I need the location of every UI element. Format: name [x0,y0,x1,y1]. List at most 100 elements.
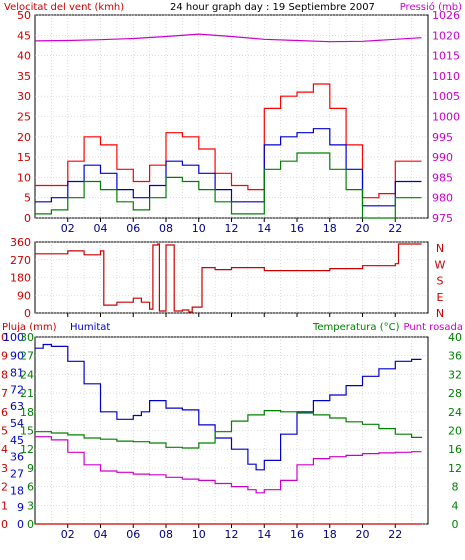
chart-date-header: 24 hour graph day : 19 Septiembre 2007 [170,2,375,13]
humidity-header: Humitat [70,322,110,333]
rain-tick-label: 2 [1,481,8,494]
x-tick-label: 08 [159,528,173,541]
x-tick-label: 18 [323,222,337,235]
humidity-tick-label: 27 [10,468,24,481]
temperature-right-tick-label: 16 [448,443,462,456]
rain-header: Pluja (mm) [2,322,57,333]
y-right-tick-label: 980 [432,192,453,205]
temperature-tick-label: 30 [20,331,34,344]
temperature-right-tick-label: 32 [448,368,462,381]
x-tick-label: 20 [356,222,370,235]
temperature-right-tick-label: 4 [452,499,459,512]
humidity-tick-label: 90 [10,350,24,363]
rain-tick-label: 3 [1,462,8,475]
y-left-tick-label: 10 [17,171,31,184]
x-tick-label: 14 [257,222,271,235]
temperature-right-tick-label: 20 [448,425,462,438]
temperature-tick-label: 9 [27,462,34,475]
y-left-tick-label: 35 [17,70,31,83]
temperature-tick-label: 21 [20,387,34,400]
series-line-punt-rosada [35,436,422,494]
humidity-tick-label: 72 [10,383,24,396]
direction-tick-label: 90 [17,289,31,302]
x-tick-label: 04 [94,528,108,541]
x-tick-label: 16 [290,222,304,235]
temperature-right-tick-label: 40 [448,331,462,344]
series-line-humitat [35,343,422,471]
temperature-right-tick-label: 8 [452,481,459,494]
rain-tick-label: 6 [1,406,8,419]
series-line-vent-m-nim [35,152,422,219]
compass-label: W [435,258,446,271]
wind-pressure-panel: 0510152025303540455097598098599099510001… [17,9,460,235]
rain-tick-label: 0 [1,518,8,531]
temperature-tick-label: 6 [27,481,34,494]
compass-label: S [437,275,444,288]
dew-point-header: Punt rosada [404,322,463,333]
humidity-tick-label: 100 [3,331,24,344]
temperature-tick-label: 12 [20,443,34,456]
x-tick-label: 06 [126,222,140,235]
direction-tick-label: 0 [24,307,31,320]
rain-tick-label: 4 [1,443,8,456]
compass-label: N [436,307,444,320]
x-tick-label: 02 [61,528,75,541]
temperature-right-tick-label: 12 [448,462,462,475]
temperature-header: Temperatura (°C) [312,322,400,333]
direction-tick-label: 180 [10,272,31,285]
rain-tick-label: 7 [1,387,8,400]
rain-tick-label: 8 [1,368,8,381]
humidity-tick-label: 9 [17,501,24,514]
y-left-tick-label: 25 [17,111,31,124]
x-tick-label: 12 [225,222,239,235]
y-right-tick-label: 985 [432,171,453,184]
temperature-right-tick-label: 28 [448,387,462,400]
x-tick-label: 02 [61,222,75,235]
x-tick-label: 22 [388,528,402,541]
x-tick-label: 18 [323,528,337,541]
y-left-tick-label: 20 [17,131,31,144]
humidity-tick-label: 45 [10,434,24,447]
series-line-pressi-mb- [34,33,422,43]
humidity-tick-label: 81 [10,367,24,380]
y-left-tick-label: 0 [24,212,31,225]
rain-tick-label: 9 [1,350,8,363]
temperature-right-tick-label: 24 [448,406,462,419]
direction-tick-label: 270 [10,254,31,267]
y-right-tick-label: 1005 [432,90,460,103]
y-right-tick-label: 990 [432,151,453,164]
series-line-temperatura-c- [35,410,423,449]
x-tick-label: 10 [192,528,206,541]
x-tick-label: 10 [192,222,206,235]
x-tick-label: 22 [388,222,402,235]
y-left-tick-label: 15 [17,151,31,164]
y-right-tick-label: 1020 [432,29,460,42]
y-right-tick-label: 975 [432,212,453,225]
compass-label: E [437,291,444,304]
y-right-tick-label: 1000 [432,111,460,124]
humidity-tick-label: 54 [10,417,24,430]
y-right-tick-label: 995 [432,131,453,144]
y-right-tick-label: 1026 [432,9,460,22]
series-line-r-fega [35,83,422,199]
humidity-tick-label: 36 [10,451,24,464]
y-left-tick-label: 40 [17,50,31,63]
temperature-tick-label: 15 [20,425,34,438]
temperature-tick-label: 27 [20,350,34,363]
rain-tick-label: 10 [0,331,8,344]
y-left-tick-label: 5 [24,192,31,205]
x-tick-label: 14 [257,528,271,541]
humidity-temperature-panel: 0123456789100918273645546372819010003691… [0,331,462,541]
y-right-tick-label: 1010 [432,70,460,83]
compass-label: N [436,242,444,255]
direction-tick-label: 360 [10,236,31,249]
series-line-direction [35,243,422,313]
x-tick-label: 04 [94,222,108,235]
temperature-tick-label: 0 [27,518,34,531]
wind-speed-header: Velocitat del vent (kmh) [4,2,124,13]
temperature-right-tick-label: 0 [452,518,459,531]
x-tick-label: 16 [290,528,304,541]
temperature-tick-label: 18 [20,406,34,419]
